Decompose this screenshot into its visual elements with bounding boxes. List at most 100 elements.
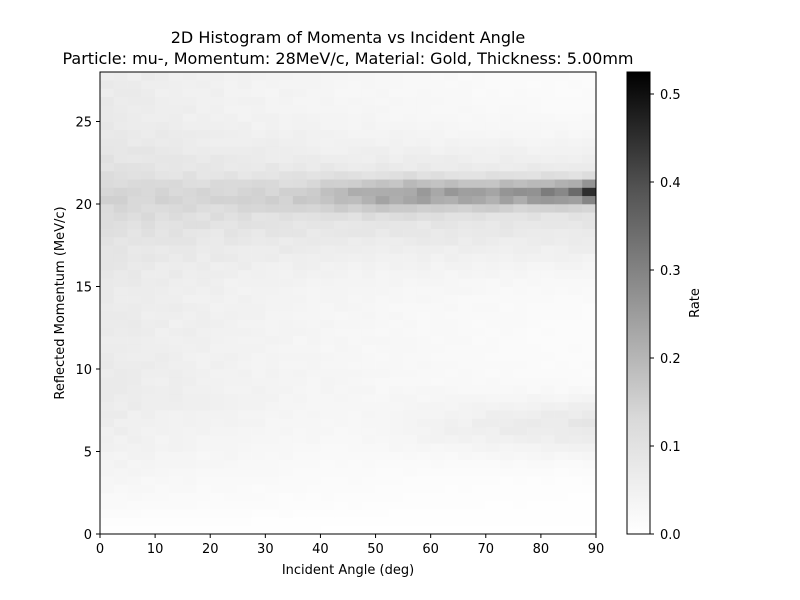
heatmap-cell	[375, 385, 390, 395]
heatmap-cell	[444, 187, 459, 197]
heatmap-cell	[141, 451, 156, 461]
heatmap-cell	[499, 96, 514, 106]
heatmap-cell	[513, 352, 528, 362]
heatmap-cell	[361, 476, 376, 485]
heatmap-cell	[251, 352, 266, 362]
heatmap-cell	[113, 204, 128, 213]
heatmap-cell	[113, 138, 128, 147]
heatmap-cell	[458, 435, 473, 444]
heatmap-cell	[155, 80, 170, 89]
heatmap-cell	[389, 286, 404, 296]
heatmap-cell	[334, 344, 349, 353]
heatmap-cell	[306, 459, 321, 469]
heatmap-cell	[100, 525, 115, 535]
heatmap-cell	[485, 212, 500, 221]
heatmap-cell	[196, 525, 211, 535]
heatmap-cell	[251, 138, 266, 147]
heatmap-cell	[265, 72, 280, 81]
heatmap-cell	[141, 517, 156, 527]
heatmap-cell	[196, 245, 211, 254]
heatmap-cell	[375, 492, 390, 502]
heatmap-cell	[292, 426, 307, 436]
heatmap-cell	[237, 270, 252, 279]
heatmap-cell	[403, 525, 418, 535]
heatmap-cell	[375, 360, 390, 370]
heatmap-cell	[444, 492, 459, 502]
heatmap-cell	[499, 278, 514, 287]
heatmap-cell	[224, 105, 239, 114]
heatmap-cell	[499, 113, 514, 122]
heatmap-cell	[251, 385, 266, 395]
heatmap-cell	[375, 278, 390, 287]
heatmap-cell	[430, 501, 445, 510]
heatmap-cell	[403, 113, 418, 122]
heatmap-cell	[430, 113, 445, 122]
heatmap-cell	[320, 179, 335, 188]
heatmap-cell	[430, 278, 445, 287]
heatmap-cell	[444, 385, 459, 395]
heatmap-cell	[568, 138, 583, 147]
heatmap-cell	[348, 245, 363, 254]
heatmap-cell	[403, 261, 418, 271]
heatmap-cell	[499, 418, 514, 428]
heatmap-cell	[113, 245, 128, 254]
heatmap-cell	[334, 121, 349, 131]
heatmap-cell	[554, 129, 569, 139]
heatmap-cell	[168, 121, 183, 131]
heatmap-cell	[292, 352, 307, 362]
heatmap-cell	[348, 402, 363, 411]
heatmap-cell	[403, 228, 418, 238]
heatmap-cell	[458, 88, 473, 98]
heatmap-cell	[527, 204, 542, 213]
heatmap-cell	[389, 129, 404, 139]
heatmap-cell	[292, 228, 307, 238]
heatmap-cell	[251, 459, 266, 469]
heatmap-cell	[444, 377, 459, 386]
heatmap-cell	[196, 187, 211, 197]
heatmap-cell	[196, 484, 211, 494]
heatmap-cell	[540, 344, 555, 353]
heatmap-cell	[113, 162, 128, 172]
heatmap-cell	[527, 369, 542, 378]
heatmap-cell	[265, 270, 280, 279]
heatmap-cell	[196, 352, 211, 362]
heatmap-cell	[224, 418, 239, 428]
heatmap-cell	[375, 253, 390, 263]
heatmap-cell	[155, 509, 170, 518]
heatmap-cell	[499, 344, 514, 353]
heatmap-cell	[196, 113, 211, 122]
heatmap-cell	[472, 327, 487, 337]
heatmap-cell	[458, 204, 473, 213]
heatmap-cell	[485, 270, 500, 279]
heatmap-cell	[348, 80, 363, 89]
heatmap-cell	[403, 327, 418, 337]
heatmap-cell	[540, 195, 555, 205]
heatmap-cell	[182, 426, 197, 436]
heatmap-cell	[430, 162, 445, 172]
heatmap-cell	[113, 303, 128, 312]
heatmap-cell	[113, 187, 128, 197]
heatmap-cell	[472, 377, 487, 386]
heatmap-cell	[265, 220, 280, 230]
heatmap-cell	[568, 195, 583, 205]
heatmap-cell	[348, 121, 363, 131]
heatmap-cell	[540, 393, 555, 403]
heatmap-cell	[527, 96, 542, 106]
heatmap-cell	[540, 369, 555, 378]
heatmap-cell	[361, 253, 376, 263]
heatmap-cell	[141, 476, 156, 485]
heatmap-cell	[251, 525, 266, 535]
heatmap-cell	[100, 509, 115, 518]
heatmap-cell	[499, 105, 514, 114]
heatmap-cell	[582, 336, 597, 345]
heatmap-cell	[251, 270, 266, 279]
heatmap-cell	[582, 294, 597, 304]
heatmap-cell	[540, 261, 555, 271]
heatmap-cell	[403, 154, 418, 164]
heatmap-cell	[306, 492, 321, 502]
heatmap-cell	[568, 459, 583, 469]
heatmap-cell	[100, 410, 115, 419]
heatmap-cell	[292, 327, 307, 337]
heatmap-cell	[472, 459, 487, 469]
heatmap-cell	[210, 220, 225, 230]
